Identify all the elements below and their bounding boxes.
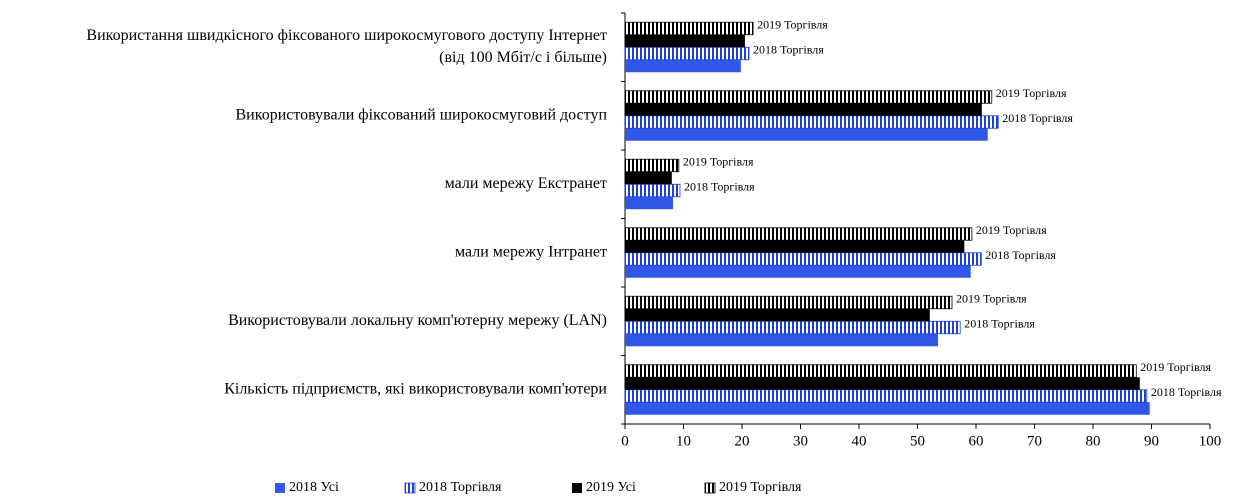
bar — [624, 90, 993, 104]
bar — [624, 115, 999, 129]
legend-swatch — [572, 483, 582, 493]
bar — [625, 128, 988, 141]
x-tick-label: 0 — [621, 433, 629, 449]
x-tick-label: 10 — [676, 433, 691, 449]
category-label: Використовували фіксований широкосмугови… — [236, 106, 608, 123]
bar — [625, 308, 930, 322]
data-label: 2019 Торгівля — [1140, 360, 1211, 374]
data-label: 2019 Торгівля — [976, 223, 1047, 237]
bar — [625, 59, 741, 73]
x-tick-label: 100 — [1199, 433, 1222, 449]
x-tick-label: 20 — [735, 433, 750, 449]
category-label: Використовували локальну комп'ютерну мер… — [228, 312, 607, 329]
x-tick-label: 90 — [1144, 433, 1159, 449]
legend-swatch — [704, 482, 716, 494]
bar — [625, 196, 673, 210]
bar — [625, 103, 982, 116]
legend-label: 2018 Усі — [289, 480, 339, 495]
bar — [625, 402, 1150, 415]
data-label: 2019 Торгівля — [757, 17, 828, 31]
bar — [624, 320, 961, 335]
data-label: 2018 Торгівля — [1151, 385, 1222, 399]
bar — [624, 46, 750, 61]
data-label: 2019 Торгівля — [683, 154, 754, 168]
bar — [624, 227, 973, 241]
bar — [624, 21, 754, 36]
data-label: 2018 Торгівля — [753, 42, 824, 56]
bar — [625, 265, 971, 278]
x-tick-label: 70 — [1027, 433, 1042, 449]
x-tick-label: 50 — [910, 433, 925, 449]
bar — [625, 34, 745, 48]
bar — [625, 171, 672, 185]
data-label: 2018 Торгівля — [1002, 111, 1073, 125]
legend-label: 2018 Торгівля — [419, 480, 502, 495]
category-label: мали мережу Екстранет — [445, 175, 607, 192]
bar — [624, 158, 680, 173]
category-label: (від 100 Мбіт/с і більше) — [439, 49, 607, 66]
data-label: 2018 Торгівля — [684, 179, 755, 193]
bar — [625, 377, 1140, 390]
bar — [625, 333, 938, 347]
bar — [624, 295, 953, 310]
category-label: мали мережу Інтранет — [455, 243, 607, 260]
category-label: Кількість підприємств, які використовува… — [224, 380, 607, 397]
bar — [624, 389, 1148, 403]
legend-label: 2019 Усі — [586, 480, 636, 495]
bar — [624, 252, 982, 266]
bar — [625, 240, 965, 253]
x-tick-label: 60 — [969, 433, 984, 449]
legend-swatch — [275, 483, 285, 493]
bar — [624, 364, 1137, 378]
x-tick-label: 40 — [852, 433, 867, 449]
data-label: 2018 Торгівля — [964, 316, 1035, 330]
x-tick-label: 80 — [1086, 433, 1101, 449]
x-tick-label: 30 — [793, 433, 808, 449]
data-label: 2018 Торгівля — [985, 248, 1056, 262]
category-label: Використання швидкісного фіксованого шир… — [86, 27, 607, 44]
legend-swatch — [404, 482, 416, 494]
bar — [624, 183, 681, 198]
data-label: 2019 Торгівля — [956, 291, 1027, 305]
legend-label: 2019 Торгівля — [719, 480, 802, 495]
data-label: 2019 Торгівля — [996, 86, 1067, 100]
